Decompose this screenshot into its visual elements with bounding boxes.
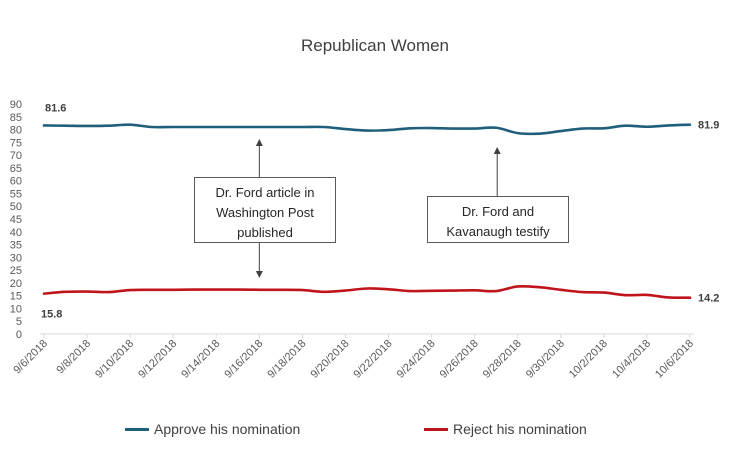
series-line-approve bbox=[42, 123, 692, 136]
legend-label-approve: Approve his nomination bbox=[154, 421, 301, 437]
y-tick-label: 85 bbox=[10, 112, 22, 124]
legend-swatch-reject bbox=[424, 427, 448, 431]
y-tick-label: 75 bbox=[10, 137, 22, 149]
y-tick-label: 10 bbox=[10, 303, 22, 315]
y-tick-label: 70 bbox=[10, 150, 22, 162]
x-tick-label: 9/6/2018 bbox=[11, 338, 50, 377]
data-labels: 81.6 81.9 15.8 14.2 bbox=[41, 102, 719, 320]
legend-label-reject: Reject his nomination bbox=[453, 421, 587, 437]
annotation-line: Dr. Ford article in bbox=[215, 185, 315, 200]
x-tick-label: 9/28/2018 bbox=[481, 338, 524, 381]
y-tick-label: 25 bbox=[10, 265, 22, 277]
legend-item-approve: Approve his nomination bbox=[125, 421, 300, 437]
y-tick-label: 30 bbox=[10, 252, 22, 264]
series-layer bbox=[42, 123, 692, 300]
y-tick-label: 5 bbox=[16, 316, 22, 328]
x-tick-label: 10/6/2018 bbox=[653, 338, 696, 381]
y-tick-label: 20 bbox=[10, 278, 22, 290]
y-tick-label: 45 bbox=[10, 214, 22, 226]
x-tick-label: 10/4/2018 bbox=[610, 338, 653, 381]
y-tick-label: 80 bbox=[10, 125, 22, 137]
y-tick-label: 0 bbox=[16, 329, 22, 341]
x-tick-label: 9/12/2018 bbox=[136, 338, 179, 381]
x-tick-label: 9/22/2018 bbox=[352, 338, 395, 381]
annotation-ford-article: Dr. Ford article in Washington Post publ… bbox=[194, 177, 336, 243]
x-tick-label: 9/16/2018 bbox=[222, 338, 265, 381]
y-tick-label: 65 bbox=[10, 163, 22, 175]
x-tick-label: 10/2/2018 bbox=[567, 338, 610, 381]
x-tick-label: 9/14/2018 bbox=[179, 338, 222, 381]
annotation-line: Dr. Ford and bbox=[461, 204, 535, 219]
x-tick-label: 9/10/2018 bbox=[93, 338, 136, 381]
x-tick-label: 9/20/2018 bbox=[308, 338, 351, 381]
y-tick-label: 55 bbox=[10, 188, 22, 200]
y-tick-label: 40 bbox=[10, 227, 22, 239]
data-label-approve-end: 81.9 bbox=[698, 120, 719, 132]
annotation-line: published bbox=[237, 225, 293, 240]
annotation-arrows bbox=[255, 139, 501, 278]
legend-item-reject: Reject his nomination bbox=[424, 421, 587, 437]
arrow-head-testify-up bbox=[493, 147, 501, 154]
x-tick-label: 9/18/2018 bbox=[265, 338, 308, 381]
y-tick-label: 35 bbox=[10, 240, 22, 252]
y-tick-label: 15 bbox=[10, 291, 22, 303]
x-tick-label: 9/30/2018 bbox=[524, 338, 567, 381]
data-label-reject-end: 14.2 bbox=[698, 293, 719, 305]
y-tick-label: 60 bbox=[10, 176, 22, 188]
arrow-head-ford-article-up bbox=[255, 139, 263, 146]
x-tick-label: 9/24/2018 bbox=[395, 338, 438, 381]
x-tick-label: 9/26/2018 bbox=[438, 338, 481, 381]
annotation-line: Kavanaugh testify bbox=[446, 224, 550, 239]
data-label-reject-start: 15.8 bbox=[41, 309, 62, 321]
annotation-ford-kavanaugh-testify: Dr. Ford and Kavanaugh testify bbox=[427, 196, 569, 243]
legend-swatch-approve bbox=[125, 427, 149, 431]
y-tick-label: 90 bbox=[10, 99, 22, 111]
x-tick-label: 9/8/2018 bbox=[54, 338, 93, 377]
chart-title: Republican Women bbox=[300, 36, 450, 55]
series-line-reject bbox=[42, 284, 692, 300]
data-label-approve-start: 81.6 bbox=[45, 102, 66, 114]
y-tick-label: 50 bbox=[10, 201, 22, 213]
arrow-head-ford-article-down bbox=[255, 271, 263, 278]
annotation-line: Washington Post bbox=[216, 205, 314, 220]
